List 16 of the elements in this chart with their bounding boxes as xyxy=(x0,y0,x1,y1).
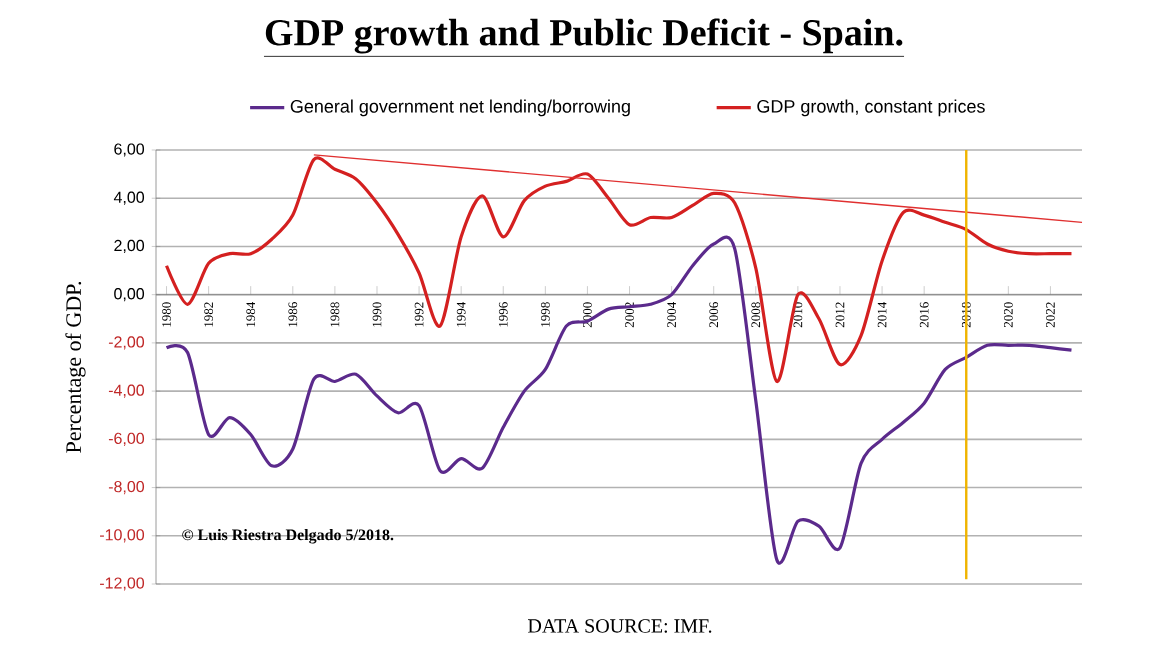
y-tick-label: -2,00 xyxy=(108,336,145,350)
source-note: DATA SOURCE: IMF. xyxy=(528,619,712,633)
y-tick-label: 0,00 xyxy=(114,288,145,302)
y-tick-label: 2,00 xyxy=(114,239,145,254)
y-tick-label: -12,00 xyxy=(100,577,145,591)
legend-label: GDP growth, constant prices xyxy=(757,99,985,117)
y-tick-label: -6,00 xyxy=(108,432,145,446)
y-axis-title: Percentage of GDP. xyxy=(65,281,86,453)
y-tick-label: -4,00 xyxy=(108,384,145,398)
y-tick-label: 4,00 xyxy=(113,191,145,205)
y-tick-label: 6,00 xyxy=(114,143,145,157)
legend-label: General government net lending/borrowing xyxy=(290,99,630,117)
annotation: © Luis Riestra Delgado 5/2018. xyxy=(182,528,394,544)
y-tick-label: -10,00 xyxy=(100,529,145,543)
chart-title: GDP growth and Public Deficit - Spain. xyxy=(265,18,903,54)
y-tick-label: -8,00 xyxy=(108,480,145,495)
